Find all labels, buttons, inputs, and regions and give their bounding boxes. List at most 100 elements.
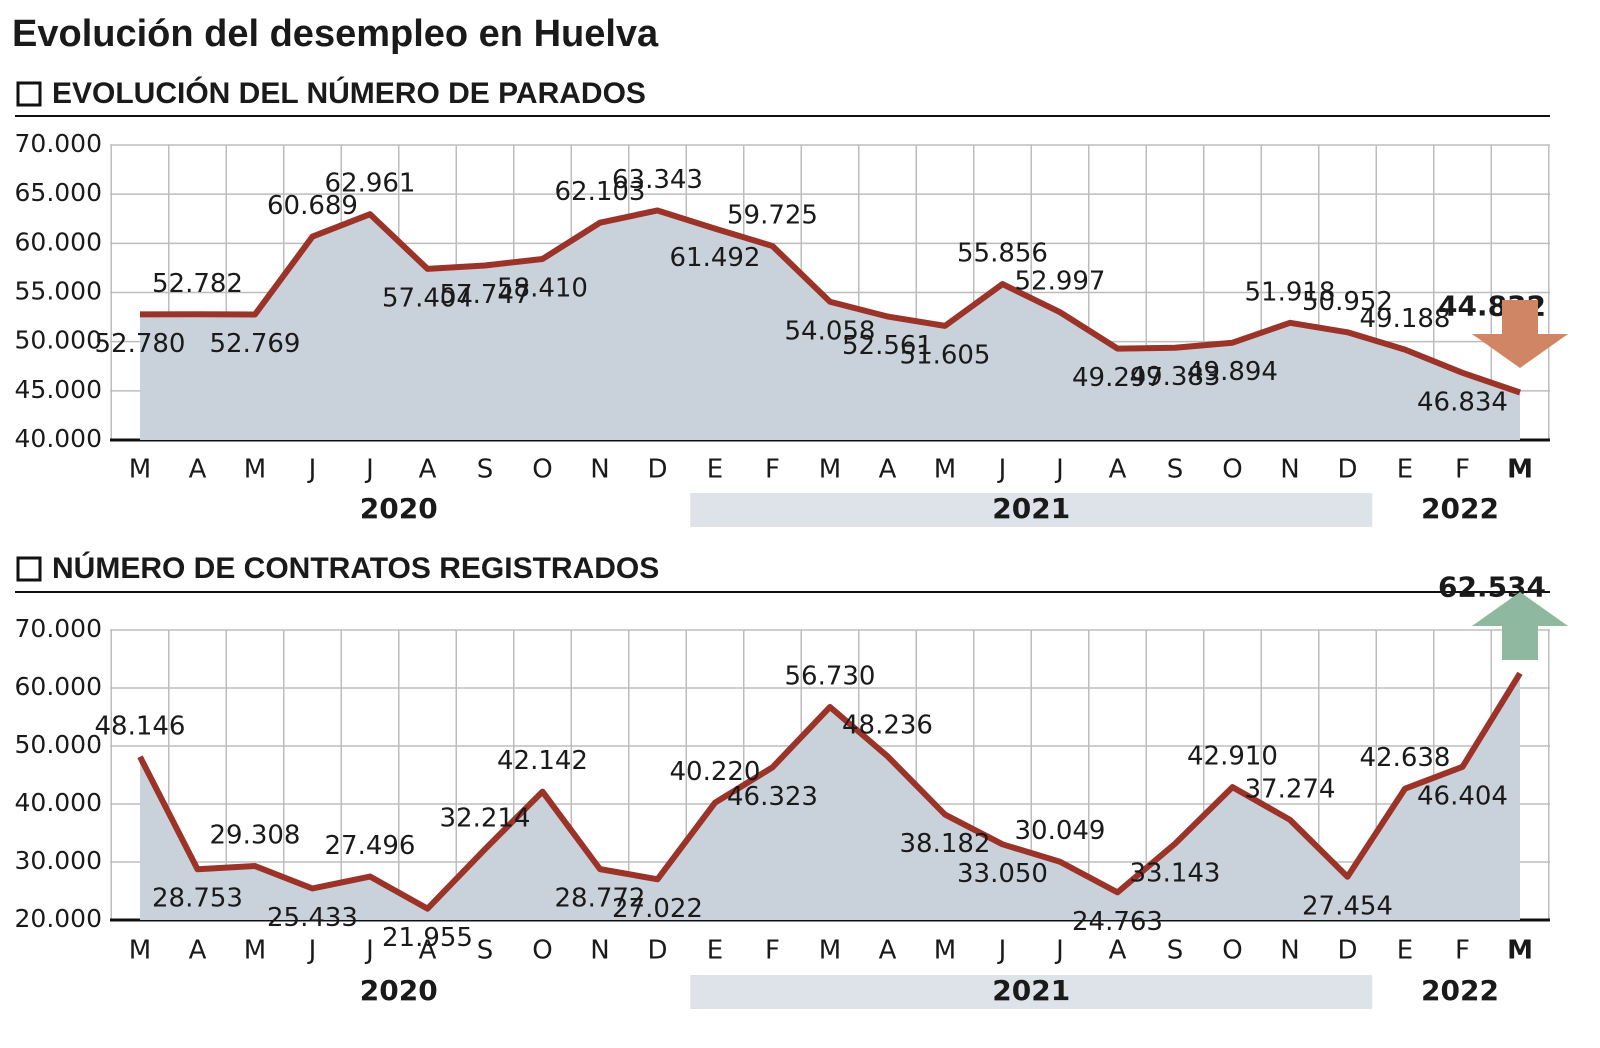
x-tick-label: J [997, 936, 1007, 966]
x-tick-label: A [419, 936, 437, 966]
value-label: 38.182 [900, 829, 991, 859]
x-tick-label: M [1507, 455, 1533, 485]
x-tick-label: O [1222, 936, 1242, 966]
value-label: 62.961 [325, 169, 416, 199]
value-label: 46.323 [727, 782, 818, 812]
year-label: 2021 [992, 492, 1070, 525]
value-label: 60.689 [267, 191, 358, 221]
value-label: 33.143 [1130, 858, 1221, 888]
x-tick-label: E [1397, 936, 1413, 966]
x-tick-label: S [1167, 455, 1184, 485]
value-label: 61.492 [670, 243, 761, 273]
y-tick-label: 40.000 [15, 788, 102, 817]
value-label: 52.769 [210, 329, 301, 359]
x-tick-label: E [707, 936, 723, 966]
value-label: 57.747 [440, 280, 531, 310]
value-label: 42.910 [1187, 742, 1278, 772]
value-label: 27.454 [1302, 891, 1393, 921]
x-tick-label: J [307, 936, 317, 966]
value-label: 40.220 [670, 757, 761, 787]
value-label: 50.952 [1302, 287, 1393, 317]
x-tick-label: J [364, 455, 374, 485]
x-tick-label: A [189, 455, 207, 485]
x-tick-label: M [1507, 936, 1533, 966]
x-tick-label: D [647, 455, 667, 485]
line [137, 671, 1523, 912]
area [140, 673, 1520, 920]
y-tick-label: 60.000 [15, 227, 102, 256]
value-label: 27.496 [325, 831, 416, 861]
line [139, 207, 1521, 396]
y-tick-label: 65.000 [15, 178, 102, 207]
down-arrow [1472, 300, 1568, 368]
y-tick-label: 70.000 [15, 129, 102, 158]
x-tick-label: O [1222, 455, 1242, 485]
x-tick-label: S [477, 455, 494, 485]
value-label: 55.856 [957, 239, 1048, 269]
value-label: 49.383 [1130, 362, 1221, 392]
y-tick-label: 55.000 [15, 277, 102, 306]
x-tick-label: J [1054, 455, 1064, 485]
year-label: 2020 [360, 492, 438, 525]
x-tick-label: A [879, 455, 897, 485]
year-label: 2022 [1421, 492, 1499, 525]
value-label: 27.022 [612, 894, 703, 924]
value-label: 49.894 [1187, 357, 1278, 387]
value-label: 37.274 [1245, 774, 1336, 804]
value-label: 52.780 [95, 329, 186, 359]
year-label: 2020 [360, 974, 438, 1007]
x-tick-label: F [765, 936, 780, 966]
x-tick-label: S [477, 936, 494, 966]
x-tick-label: M [244, 455, 266, 485]
value-label: 42.142 [497, 746, 588, 776]
value-label: 59.725 [727, 201, 818, 231]
up-arrow [1472, 592, 1568, 660]
x-tick-label: J [307, 455, 317, 485]
x-tick-label: M [129, 936, 151, 966]
x-tick-label: S [1167, 936, 1184, 966]
x-tick-label: A [419, 455, 437, 485]
x-tick-label: N [1280, 455, 1299, 485]
x-tick-label: M [934, 455, 956, 485]
x-tick-label: F [765, 455, 780, 485]
x-tick-label: A [879, 936, 897, 966]
value-label: 52.997 [1015, 267, 1106, 297]
value-label: 63.343 [612, 165, 703, 195]
x-tick-label: A [1109, 936, 1127, 966]
y-tick-label: 30.000 [15, 846, 102, 875]
value-label: 62.103 [555, 177, 646, 207]
value-label: 46.834 [1417, 387, 1508, 417]
value-label: 52.561 [842, 331, 933, 361]
y-tick-label: 20.000 [15, 904, 102, 933]
value-label: 62.534 [1438, 570, 1546, 603]
value-label: 52.782 [152, 269, 243, 299]
x-tick-label: A [189, 936, 207, 966]
value-label: 46.404 [1417, 781, 1508, 811]
x-tick-label: N [590, 936, 609, 966]
x-tick-label: O [532, 455, 552, 485]
year-label: 2021 [992, 974, 1070, 1007]
x-tick-label: N [590, 455, 609, 485]
value-label: 51.605 [900, 340, 991, 370]
value-label: 29.308 [210, 821, 301, 851]
year-label: 2022 [1421, 974, 1499, 1007]
page-title: Evolución del desempleo en Huelva [12, 13, 659, 55]
value-label: 42.638 [1360, 743, 1451, 773]
section-title: EVOLUCIÓN DEL NÚMERO DE PARADOS [52, 76, 646, 110]
x-tick-label: F [1455, 936, 1470, 966]
x-tick-label: M [129, 455, 151, 485]
x-tick-label: J [364, 936, 374, 966]
value-label: 51.918 [1245, 277, 1336, 307]
value-label: 25.433 [267, 903, 358, 933]
x-tick-label: O [532, 936, 552, 966]
year-band [690, 975, 1373, 1009]
value-label: 58.410 [497, 273, 588, 303]
x-tick-label: D [647, 936, 667, 966]
y-tick-label: 70.000 [15, 614, 102, 643]
value-label: 32.214 [440, 804, 531, 834]
section-box [16, 556, 42, 582]
value-label: 56.730 [785, 661, 876, 691]
value-label: 49.188 [1360, 304, 1451, 334]
